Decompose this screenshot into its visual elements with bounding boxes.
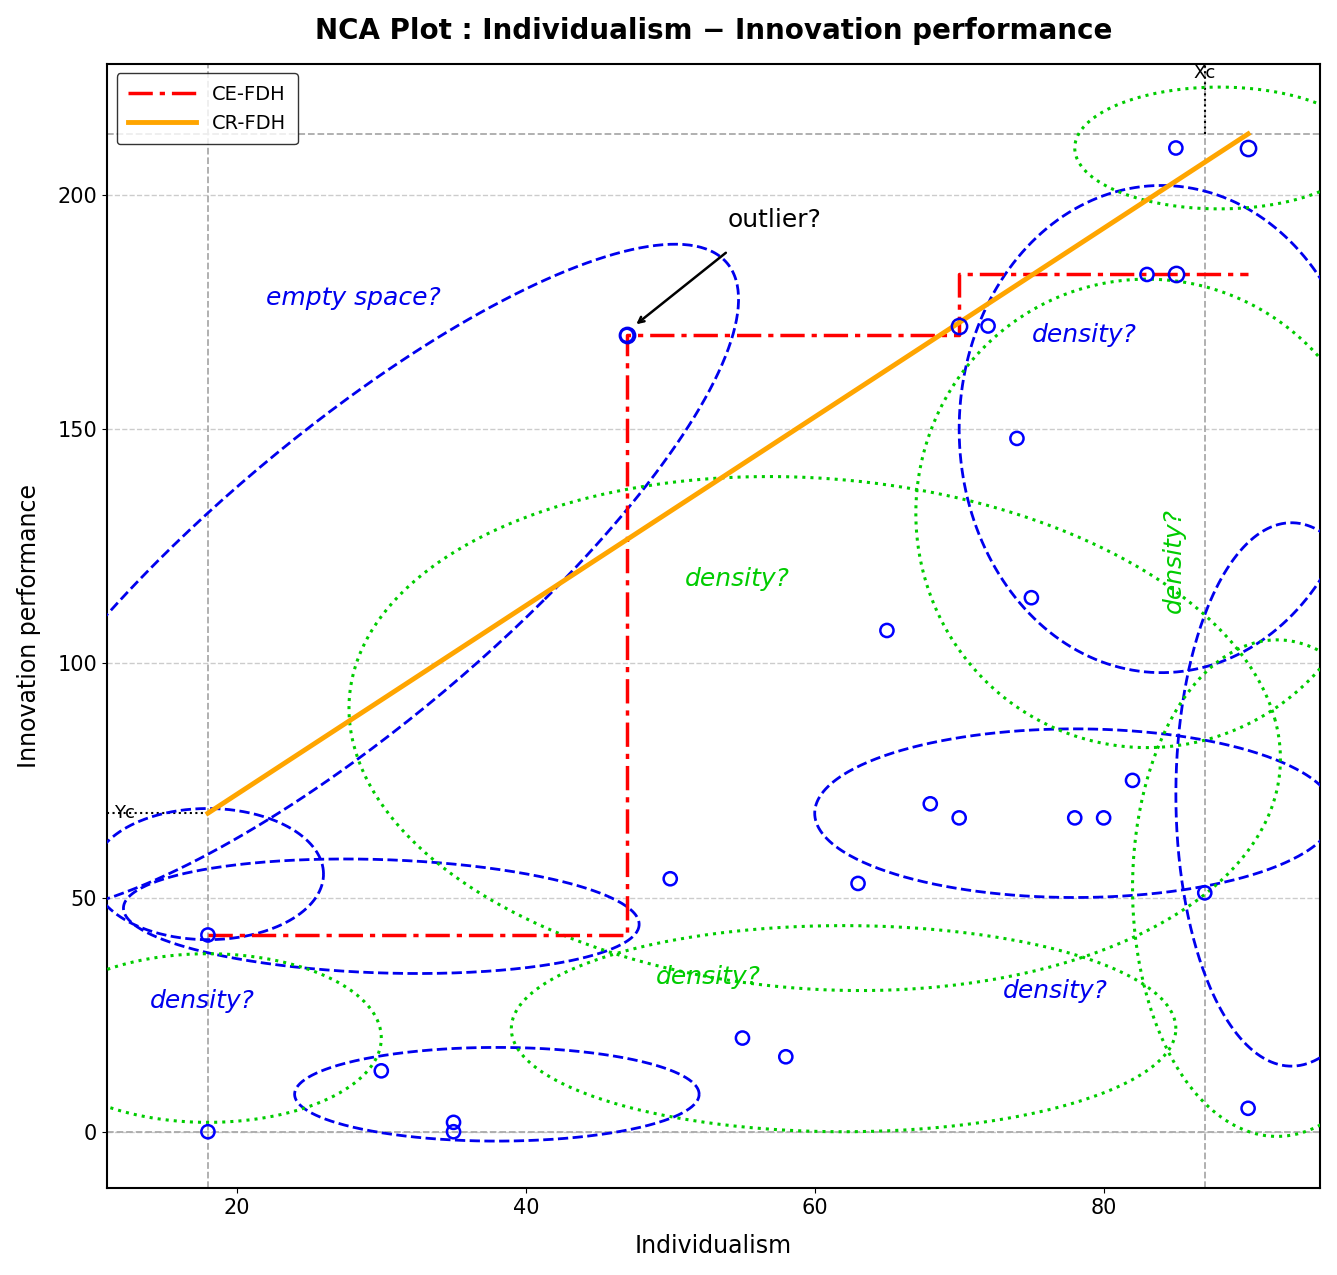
CE-FDH [201, 927, 217, 942]
Point [443, 1122, 464, 1142]
CE-FDH [201, 927, 217, 942]
Point [370, 1061, 392, 1081]
Point [876, 621, 897, 641]
Text: density?: density? [1003, 979, 1107, 1003]
X-axis label: Individualism: Individualism [635, 1234, 792, 1258]
Point [977, 316, 999, 337]
CE-FDH [1241, 266, 1257, 282]
Y-axis label: Innovation performance: Innovation performance [16, 483, 40, 768]
Point [920, 793, 941, 813]
Point [1064, 807, 1086, 827]
Point [1007, 428, 1028, 449]
Text: density?: density? [1162, 507, 1186, 613]
CE-FDH [619, 927, 635, 942]
Text: density?: density? [655, 965, 761, 989]
Text: density?: density? [685, 567, 790, 590]
CE-FDH [951, 328, 967, 343]
Point [198, 1122, 219, 1142]
Point [616, 325, 638, 346]
Line: CE-FDH: CE-FDH [209, 274, 1249, 935]
CE-FDH [951, 266, 967, 282]
Legend: CE-FDH, CR-FDH: CE-FDH, CR-FDH [116, 74, 298, 144]
Text: Xc: Xc [1194, 65, 1215, 83]
Point [775, 1047, 797, 1067]
Point [1165, 138, 1186, 158]
Text: empty space?: empty space? [266, 286, 440, 310]
Point [948, 807, 969, 827]
Point [443, 1112, 464, 1132]
Point [1238, 1098, 1259, 1118]
Text: density?: density? [1031, 324, 1136, 347]
Point [198, 924, 219, 945]
Text: density?: density? [150, 988, 255, 1012]
Point [659, 868, 681, 889]
Text: Yc: Yc [114, 805, 135, 822]
CE-FDH [1241, 266, 1257, 282]
Point [848, 873, 869, 894]
Point [1136, 264, 1158, 284]
Text: outlier?: outlier? [729, 208, 822, 232]
Point [1122, 770, 1143, 790]
Point [1020, 588, 1042, 608]
CE-FDH [619, 328, 635, 343]
Point [731, 1028, 753, 1048]
Point [1092, 807, 1114, 827]
Title: NCA Plot : Individualism − Innovation performance: NCA Plot : Individualism − Innovation pe… [316, 17, 1112, 45]
Point [1194, 882, 1215, 903]
